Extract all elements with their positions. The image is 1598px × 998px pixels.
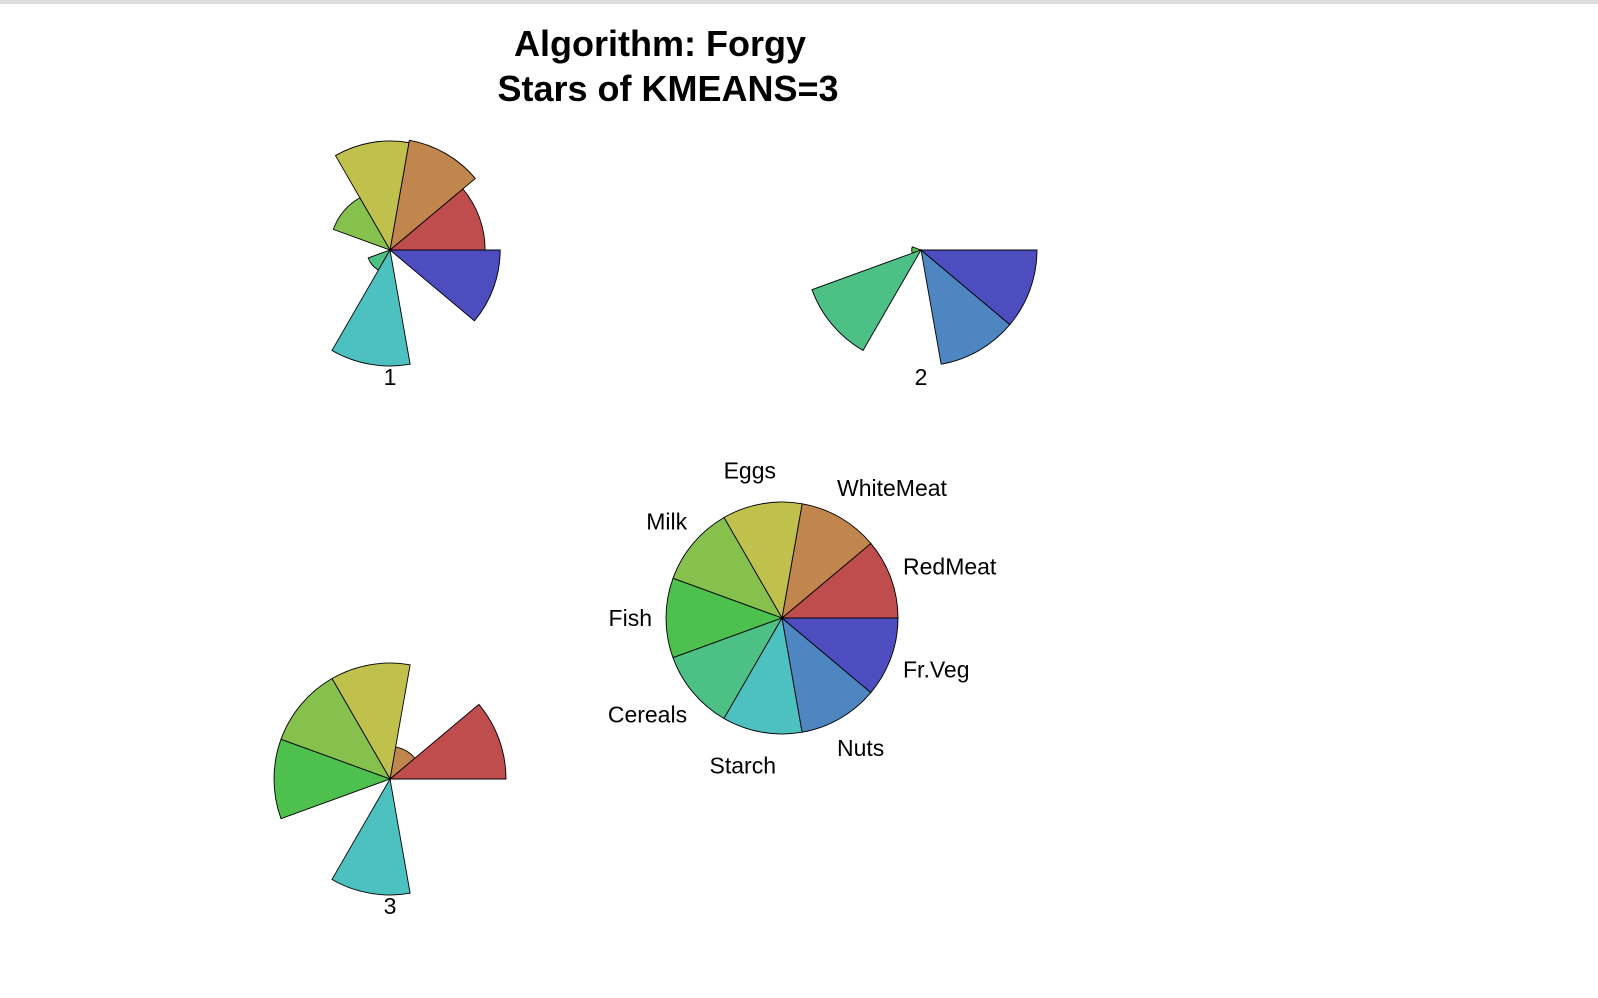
star-3-segment-milk <box>280 677 392 780</box>
star-1-segment-starch <box>331 248 411 367</box>
star-3-segment-fish <box>273 738 392 820</box>
key-segment-nuts <box>781 616 872 733</box>
star-1-segment-milk <box>332 197 392 251</box>
chart-title-line-2: Stars of KMEANS=3 <box>497 68 838 109</box>
star-label-3: 3 <box>384 893 397 919</box>
star-2-segment-cereals <box>811 249 923 352</box>
star-1-segment-redmeat <box>388 188 486 251</box>
star-2-segment-nuts <box>920 248 1011 365</box>
key-segment-milk <box>672 516 784 619</box>
star-1-segment-eggs <box>334 140 410 252</box>
star-3-segment-redmeat <box>388 703 507 780</box>
stars-group: 1 2 3 <box>273 139 1038 919</box>
key-segment-cereals <box>672 617 784 720</box>
key-label-fr-veg: Fr.Veg <box>903 656 969 682</box>
key-label-fish: Fish <box>609 605 652 631</box>
star-1-segment-whitemeat <box>389 139 476 252</box>
key-label-eggs: Eggs <box>724 457 776 483</box>
key-label-milk: Milk <box>646 509 687 535</box>
key-segment-eggs <box>723 501 803 620</box>
key-segment-fr-veg <box>780 617 899 694</box>
star-3-segment-starch <box>331 777 411 896</box>
window-top-border <box>0 0 1598 4</box>
key-label-starch: Starch <box>710 753 776 779</box>
key-label-nuts: Nuts <box>837 735 884 761</box>
star-3-segment-eggs <box>331 662 411 781</box>
key-segment-whitemeat <box>781 503 872 620</box>
star-1-segment-fr-veg <box>388 249 501 322</box>
star-label-2: 2 <box>915 364 928 390</box>
star-2-segment-fr-veg <box>919 249 1038 326</box>
key-label-redmeat: RedMeat <box>903 554 997 580</box>
key-segment-starch <box>723 616 803 735</box>
key-label-cereals: Cereals <box>608 701 687 727</box>
key-segment-fish <box>665 577 784 659</box>
star-3: 3 <box>273 662 507 919</box>
key-star: RedMeat WhiteMeat Eggs Milk Fish Cereals Starc… <box>608 457 997 778</box>
key-label-whitemeat: WhiteMeat <box>837 475 948 501</box>
key-segment-redmeat <box>780 542 899 619</box>
star-1: 1 <box>331 139 501 390</box>
star-2: 2 <box>811 246 1038 390</box>
chart-title-line-1: Algorithm: Forgy <box>514 23 806 64</box>
star-label-1: 1 <box>384 364 397 390</box>
